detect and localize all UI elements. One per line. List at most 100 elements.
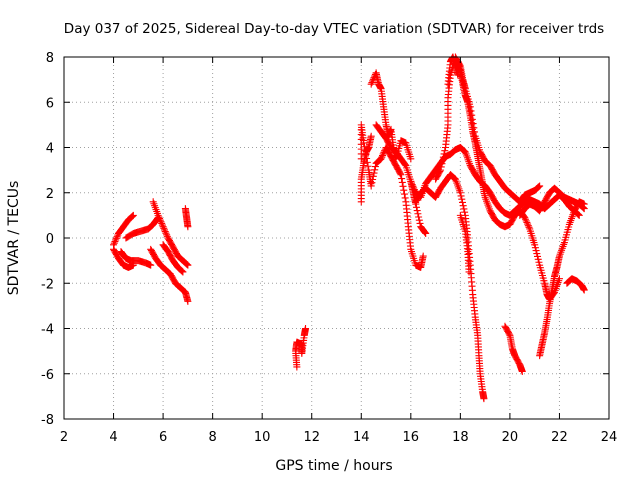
data-point: [421, 229, 429, 237]
data-point: [518, 367, 526, 375]
x-tick-label: 12: [303, 430, 320, 445]
data-point: [531, 244, 539, 252]
data-point: [184, 261, 192, 269]
data-point: [441, 147, 449, 155]
data-point: [535, 183, 543, 191]
data-point: [401, 161, 409, 169]
data-point: [129, 212, 137, 220]
y-tick-label: 2: [46, 187, 54, 202]
data-point: [398, 178, 406, 186]
data-point: [409, 182, 417, 190]
data-point: [532, 247, 540, 255]
data-point: [154, 211, 162, 219]
data-point: [534, 183, 542, 191]
data-point: [410, 186, 418, 194]
data-point: [398, 175, 406, 183]
data-point: [364, 162, 372, 170]
data-point: [522, 217, 530, 225]
y-tick-label: 0: [46, 232, 54, 247]
data-point: [523, 218, 531, 226]
data-point: [379, 150, 387, 158]
data-point: [531, 241, 539, 249]
x-tick-label: 22: [551, 430, 568, 445]
data-point: [415, 213, 423, 221]
data-point: [184, 223, 192, 231]
data-point: [580, 286, 588, 294]
data-point: [400, 186, 408, 194]
data-point: [368, 79, 376, 87]
data-point: [112, 236, 120, 244]
data-point: [147, 261, 155, 269]
data-point: [110, 239, 118, 247]
data-point: [524, 220, 532, 228]
data-point: [407, 177, 415, 185]
data-point: [410, 184, 418, 192]
y-tick-label: 6: [46, 96, 54, 111]
x-tick-label: 4: [109, 430, 117, 445]
data-point: [178, 267, 186, 275]
y-tick-label: -6: [41, 368, 54, 383]
data-point: [437, 166, 445, 174]
data-point: [379, 152, 387, 160]
data-point: [367, 182, 375, 190]
data-point: [360, 143, 368, 151]
data-point: [156, 215, 164, 223]
x-tick-label: 14: [353, 430, 370, 445]
x-tick-label: 24: [601, 430, 618, 445]
data-point: [361, 147, 369, 155]
data-point: [182, 260, 190, 268]
x-tick-label: 6: [159, 430, 167, 445]
data-point: [161, 228, 169, 236]
y-tick-label: -4: [41, 323, 54, 338]
data-point: [161, 226, 169, 234]
data-point: [465, 268, 473, 276]
data-point: [367, 80, 375, 88]
data-point: [579, 203, 587, 211]
data-point: [414, 210, 422, 218]
data-point: [580, 204, 588, 212]
x-tick-label: 20: [502, 430, 519, 445]
data-point: [397, 171, 405, 179]
data-point: [521, 215, 529, 223]
data-point: [363, 154, 371, 162]
data-point: [128, 213, 136, 221]
data-point: [160, 224, 168, 232]
data-point: [460, 205, 468, 213]
data-point: [536, 182, 544, 190]
y-tick-label: 4: [46, 142, 54, 157]
data-point: [112, 234, 120, 242]
data-point: [371, 166, 379, 174]
data-point: [370, 169, 378, 177]
data-point: [574, 210, 582, 218]
data-point: [439, 156, 447, 164]
data-point: [184, 297, 192, 305]
data-point: [367, 132, 375, 140]
y-tick-label: -8: [41, 413, 54, 428]
data-point: [183, 261, 191, 269]
data-point: [524, 222, 532, 230]
data-point: [505, 330, 513, 338]
y-axis-label: SDTVAR / TECUs: [6, 181, 22, 296]
data-point: [480, 395, 488, 403]
data-point: [533, 250, 541, 258]
data-point: [158, 219, 166, 227]
data-point: [407, 155, 415, 163]
data-point: [360, 139, 368, 147]
data-point: [422, 229, 430, 237]
data-point: [408, 179, 416, 187]
data-point: [575, 211, 583, 219]
x-tick-label: 16: [403, 430, 420, 445]
data-point: [368, 179, 376, 187]
x-axis-label: GPS time / hours: [275, 458, 392, 474]
data-point: [155, 213, 163, 221]
y-tick-label: -2: [41, 277, 54, 292]
data-point: [437, 163, 445, 171]
data-point: [408, 181, 416, 189]
x-tick-label: 18: [452, 430, 469, 445]
data-point: [129, 211, 137, 219]
data-point: [371, 163, 379, 171]
data-point: [369, 175, 377, 183]
data-point: [458, 195, 466, 203]
data-point: [400, 190, 408, 198]
data-point: [413, 207, 421, 215]
